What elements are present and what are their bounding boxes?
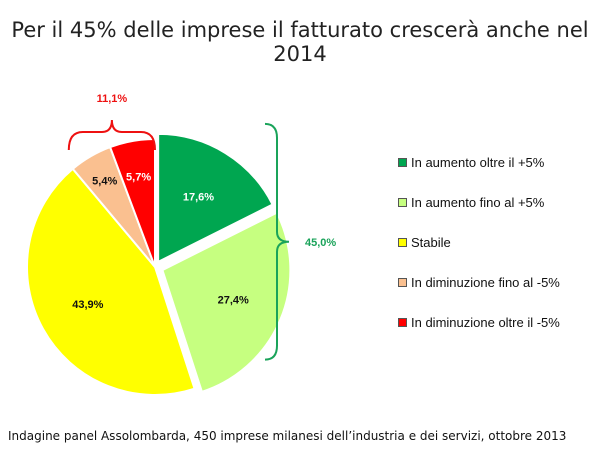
- slice-label-in-diminuzione-oltre-il-5: 5,7%: [126, 171, 151, 183]
- legend-label: Stabile: [411, 234, 451, 250]
- legend-swatch: [398, 237, 407, 247]
- pie-slice-in-diminuzione-oltre-il-5: [108, 137, 156, 268]
- pie-slice-in-aumento-oltre-il-5: [157, 132, 274, 264]
- legend-label: In diminuzione fino al -5%: [411, 274, 560, 290]
- chart-title: Per il 45% delle imprese il fatturato cr…: [11, 18, 589, 66]
- brace-decline-label: 11,1%: [97, 93, 128, 105]
- source-note: Indagine panel Assolombarda, 450 imprese…: [8, 429, 567, 443]
- chart-legend: In aumento oltre il +5% In aumento fino a…: [398, 142, 560, 342]
- legend-item-in-aumento-oltre-il-5: In aumento oltre il +5%: [398, 142, 560, 182]
- legend-item-in-diminuzione-oltre-il-5: In diminuzione oltre il -5%: [398, 302, 560, 342]
- legend-swatch: [398, 277, 407, 287]
- legend-swatch: [398, 317, 407, 327]
- legend-item-in-aumento-fino-al-5: In aumento fino al +5%: [398, 182, 560, 222]
- slice-label-in-aumento-fino-al-5: 27,4%: [218, 295, 249, 307]
- brace-growth-label: 45,0%: [305, 237, 336, 249]
- group-braces: 45,0% 11,1%: [67, 93, 336, 361]
- pie-value-labels: 17,6% 27,4% 43,9% 5,4% 5,7%: [72, 171, 249, 311]
- brace-decline: [67, 119, 156, 151]
- legend-label: In diminuzione oltre il -5%: [411, 314, 560, 330]
- legend-item-stabile: Stabile: [398, 222, 560, 262]
- legend-label: In aumento fino al +5%: [411, 194, 545, 210]
- pie-slice-in-aumento-fino-al-5: [161, 211, 292, 394]
- pie-slices: [26, 132, 292, 396]
- slice-label-stabile: 43,9%: [72, 299, 103, 311]
- brace-growth: [264, 122, 290, 361]
- pie-slice-stabile: [26, 167, 196, 396]
- slice-label-in-diminuzione-fino-al-5: 5,4%: [92, 176, 117, 188]
- legend-swatch: [398, 197, 407, 207]
- legend-item-in-diminuzione-fino-al-5: In diminuzione fino al -5%: [398, 262, 560, 302]
- slice-label-in-aumento-oltre-il-5: 17,6%: [183, 192, 214, 204]
- legend-swatch: [398, 157, 407, 167]
- legend-label: In aumento oltre il +5%: [411, 154, 545, 170]
